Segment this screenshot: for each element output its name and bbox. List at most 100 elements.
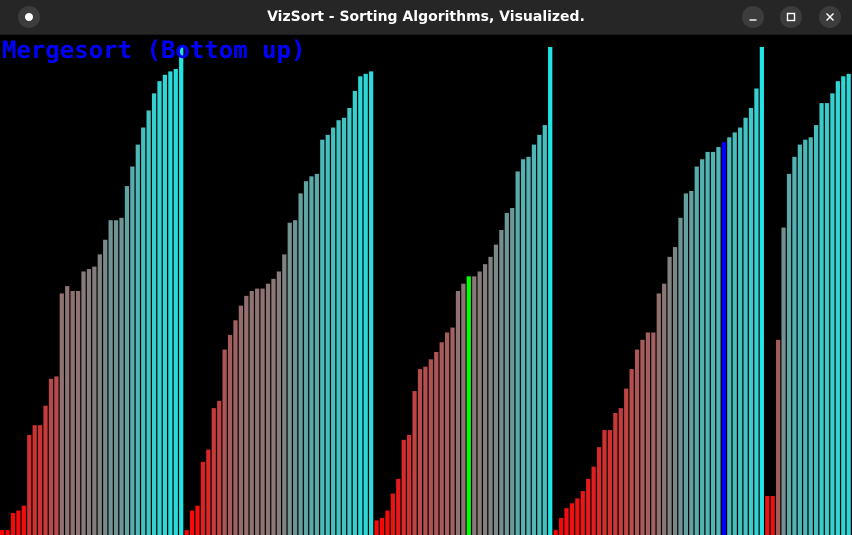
bar bbox=[461, 283, 466, 535]
title-bar[interactable]: VizSort - Sorting Algorithms, Visualized… bbox=[0, 0, 852, 35]
bar bbox=[743, 117, 748, 535]
bar bbox=[135, 144, 140, 535]
bar bbox=[781, 227, 786, 535]
bar bbox=[596, 447, 602, 535]
bar bbox=[255, 288, 260, 535]
bar bbox=[331, 127, 336, 535]
bar bbox=[797, 144, 802, 535]
bar bbox=[846, 73, 851, 535]
bar bbox=[824, 103, 830, 535]
bar bbox=[558, 517, 564, 535]
bar bbox=[531, 144, 537, 535]
bar bbox=[119, 217, 124, 535]
bar bbox=[710, 151, 716, 535]
bar bbox=[37, 425, 43, 535]
bar-chart bbox=[0, 47, 851, 535]
bar bbox=[48, 378, 54, 535]
minimize-icon[interactable] bbox=[742, 6, 764, 28]
bar bbox=[450, 327, 455, 535]
maximize-icon[interactable] bbox=[780, 6, 802, 28]
bar bbox=[580, 491, 585, 535]
bar bbox=[16, 510, 21, 535]
sort-canvas: Mergesort (Bottom up) bbox=[0, 35, 852, 535]
bar bbox=[803, 139, 808, 535]
bar bbox=[407, 434, 412, 535]
bar bbox=[683, 193, 688, 535]
bar bbox=[634, 349, 640, 535]
bar bbox=[776, 339, 781, 535]
bar bbox=[472, 276, 477, 535]
bar bbox=[705, 151, 710, 535]
bar bbox=[477, 271, 482, 535]
bar bbox=[141, 127, 146, 535]
bar bbox=[227, 334, 233, 535]
bar bbox=[537, 134, 542, 535]
bar bbox=[97, 254, 102, 535]
bar bbox=[662, 283, 667, 535]
bar bbox=[510, 208, 515, 535]
bar bbox=[238, 305, 244, 535]
bar bbox=[320, 139, 325, 535]
bar bbox=[222, 349, 227, 535]
bar bbox=[716, 147, 721, 535]
bar bbox=[651, 332, 656, 535]
bar bbox=[629, 369, 634, 535]
bar bbox=[553, 530, 558, 535]
bar bbox=[748, 108, 754, 535]
bar bbox=[412, 391, 417, 535]
bar bbox=[423, 366, 428, 535]
bar bbox=[841, 76, 846, 535]
bar bbox=[526, 156, 531, 535]
window-title: VizSort - Sorting Algorithms, Visualized… bbox=[267, 9, 585, 25]
bar bbox=[667, 256, 672, 535]
bar bbox=[27, 434, 32, 535]
bar bbox=[428, 359, 433, 535]
bar bbox=[43, 405, 48, 535]
bar bbox=[678, 217, 683, 535]
bar bbox=[835, 81, 840, 535]
bar bbox=[374, 520, 379, 535]
bar bbox=[249, 291, 254, 535]
bar bbox=[287, 222, 292, 535]
bar bbox=[613, 413, 618, 535]
bar bbox=[0, 530, 5, 535]
circle-dot-icon[interactable] bbox=[18, 6, 40, 28]
bar bbox=[786, 173, 792, 535]
bar bbox=[417, 369, 423, 535]
bar bbox=[293, 220, 298, 535]
bar bbox=[233, 320, 238, 535]
bar bbox=[618, 408, 623, 535]
bar bbox=[379, 517, 385, 535]
bar bbox=[92, 266, 97, 535]
bar bbox=[700, 159, 705, 535]
bar bbox=[70, 291, 75, 535]
bar bbox=[130, 166, 135, 535]
bar bbox=[309, 176, 314, 535]
bar bbox=[206, 449, 211, 535]
bar bbox=[482, 264, 488, 535]
bar bbox=[347, 108, 352, 535]
bar bbox=[314, 173, 319, 535]
bar bbox=[146, 110, 151, 535]
bar bbox=[434, 352, 439, 535]
bar bbox=[645, 332, 651, 535]
bar bbox=[265, 283, 271, 535]
bar bbox=[217, 400, 222, 535]
bar bbox=[727, 137, 732, 535]
bar bbox=[575, 498, 580, 535]
close-icon[interactable] bbox=[819, 6, 841, 28]
bar bbox=[124, 186, 130, 535]
bar bbox=[271, 278, 276, 535]
bar bbox=[830, 93, 835, 535]
bar bbox=[260, 288, 265, 535]
bar bbox=[276, 271, 281, 535]
bar bbox=[640, 339, 645, 535]
bar bbox=[401, 439, 406, 535]
bar bbox=[341, 117, 347, 535]
bar bbox=[689, 190, 694, 535]
bar bbox=[765, 495, 770, 535]
bar bbox=[819, 103, 824, 535]
bar bbox=[157, 81, 162, 535]
bar bbox=[282, 254, 287, 535]
bar bbox=[488, 256, 493, 535]
